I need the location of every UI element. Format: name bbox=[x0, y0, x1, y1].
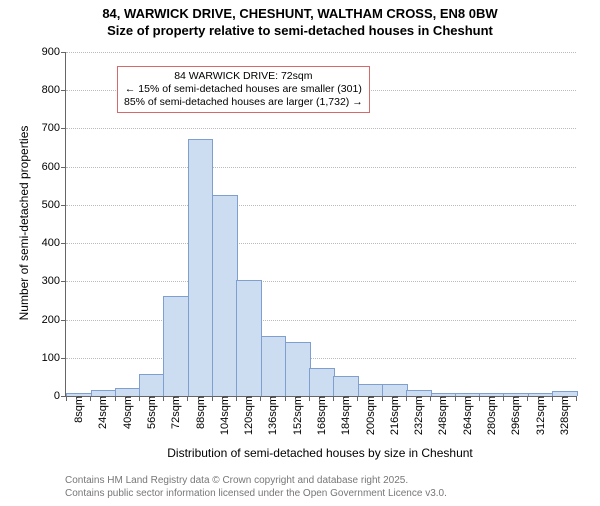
xtick-label: 24sqm bbox=[95, 396, 109, 429]
gridline bbox=[66, 52, 576, 53]
ytick-label: 800 bbox=[42, 84, 66, 96]
histogram-bar bbox=[261, 336, 287, 396]
xtick-label: 56sqm bbox=[144, 396, 158, 429]
xtick-mark bbox=[382, 396, 383, 401]
xtick-mark bbox=[576, 396, 577, 401]
xtick-mark bbox=[455, 396, 456, 401]
xtick-label: 152sqm bbox=[290, 396, 304, 435]
chart-title-line2: Size of property relative to semi-detach… bbox=[0, 23, 600, 38]
xtick-label: 328sqm bbox=[557, 396, 571, 435]
histogram-bar bbox=[188, 139, 214, 396]
xtick-mark bbox=[503, 396, 504, 401]
ytick-label: 500 bbox=[42, 199, 66, 211]
ytick-label: 700 bbox=[42, 122, 66, 134]
gridline bbox=[66, 243, 576, 244]
chart-title-line1: 84, WARWICK DRIVE, CHESHUNT, WALTHAM CRO… bbox=[0, 6, 600, 21]
xtick-label: 184sqm bbox=[338, 396, 352, 435]
gridline bbox=[66, 167, 576, 168]
histogram-bar bbox=[163, 296, 189, 396]
xtick-mark bbox=[260, 396, 261, 401]
xtick-label: 136sqm bbox=[265, 396, 279, 435]
xtick-label: 40sqm bbox=[120, 396, 134, 429]
histogram-chart: 84, WARWICK DRIVE, CHESHUNT, WALTHAM CRO… bbox=[0, 6, 600, 506]
xtick-mark bbox=[357, 396, 358, 401]
xtick-mark bbox=[479, 396, 480, 401]
histogram-bar bbox=[139, 374, 165, 396]
xtick-mark bbox=[163, 396, 164, 401]
xtick-label: 104sqm bbox=[217, 396, 231, 435]
xtick-label: 280sqm bbox=[484, 396, 498, 435]
ytick-label: 900 bbox=[42, 46, 66, 58]
ytick-label: 400 bbox=[42, 237, 66, 249]
histogram-bar bbox=[212, 195, 238, 396]
xtick-mark bbox=[285, 396, 286, 401]
xtick-label: 72sqm bbox=[168, 396, 182, 429]
footer-line: Contains HM Land Registry data © Crown c… bbox=[65, 474, 447, 487]
xtick-label: 216sqm bbox=[387, 396, 401, 435]
histogram-bar bbox=[382, 384, 408, 396]
ytick-label: 100 bbox=[42, 352, 66, 364]
plot-area: 01002003004005006007008009008sqm24sqm40s… bbox=[65, 52, 576, 397]
xtick-mark bbox=[139, 396, 140, 401]
xtick-mark bbox=[66, 396, 67, 401]
histogram-bar bbox=[358, 384, 384, 396]
gridline bbox=[66, 205, 576, 206]
xtick-label: 88sqm bbox=[193, 396, 207, 429]
xtick-label: 200sqm bbox=[363, 396, 377, 435]
annotation-line: ← 15% of semi-detached houses are smalle… bbox=[124, 83, 363, 96]
xtick-mark bbox=[90, 396, 91, 401]
xtick-mark bbox=[430, 396, 431, 401]
ytick-label: 200 bbox=[42, 314, 66, 326]
annotation-line: 84 WARWICK DRIVE: 72sqm bbox=[124, 70, 363, 83]
xtick-mark bbox=[212, 396, 213, 401]
annotation-line: 85% of semi-detached houses are larger (… bbox=[124, 96, 363, 109]
xtick-mark bbox=[115, 396, 116, 401]
chart-footer: Contains HM Land Registry data © Crown c… bbox=[65, 474, 447, 500]
xtick-mark bbox=[552, 396, 553, 401]
xtick-label: 296sqm bbox=[508, 396, 522, 435]
xtick-mark bbox=[236, 396, 237, 401]
gridline bbox=[66, 128, 576, 129]
annotation-box: 84 WARWICK DRIVE: 72sqm← 15% of semi-det… bbox=[117, 66, 370, 113]
xtick-label: 232sqm bbox=[411, 396, 425, 435]
xtick-label: 8sqm bbox=[71, 396, 85, 423]
histogram-bar bbox=[236, 280, 262, 396]
x-axis-label: Distribution of semi-detached houses by … bbox=[65, 446, 575, 460]
xtick-mark bbox=[309, 396, 310, 401]
histogram-bar bbox=[333, 376, 359, 396]
ytick-label: 600 bbox=[42, 161, 66, 173]
footer-line: Contains public sector information licen… bbox=[65, 487, 447, 500]
histogram-bar bbox=[115, 388, 141, 396]
xtick-label: 248sqm bbox=[435, 396, 449, 435]
histogram-bar bbox=[309, 368, 335, 396]
xtick-label: 264sqm bbox=[460, 396, 474, 435]
xtick-mark bbox=[406, 396, 407, 401]
histogram-bar bbox=[285, 342, 311, 397]
gridline bbox=[66, 281, 576, 282]
xtick-label: 312sqm bbox=[533, 396, 547, 435]
xtick-mark bbox=[187, 396, 188, 401]
xtick-label: 168sqm bbox=[314, 396, 328, 435]
ytick-label: 300 bbox=[42, 275, 66, 287]
gridline bbox=[66, 320, 576, 321]
gridline bbox=[66, 358, 576, 359]
xtick-mark bbox=[527, 396, 528, 401]
y-axis-label: Number of semi-detached properties bbox=[17, 113, 31, 333]
xtick-mark bbox=[333, 396, 334, 401]
xtick-label: 120sqm bbox=[241, 396, 255, 435]
ytick-label: 0 bbox=[54, 390, 66, 402]
